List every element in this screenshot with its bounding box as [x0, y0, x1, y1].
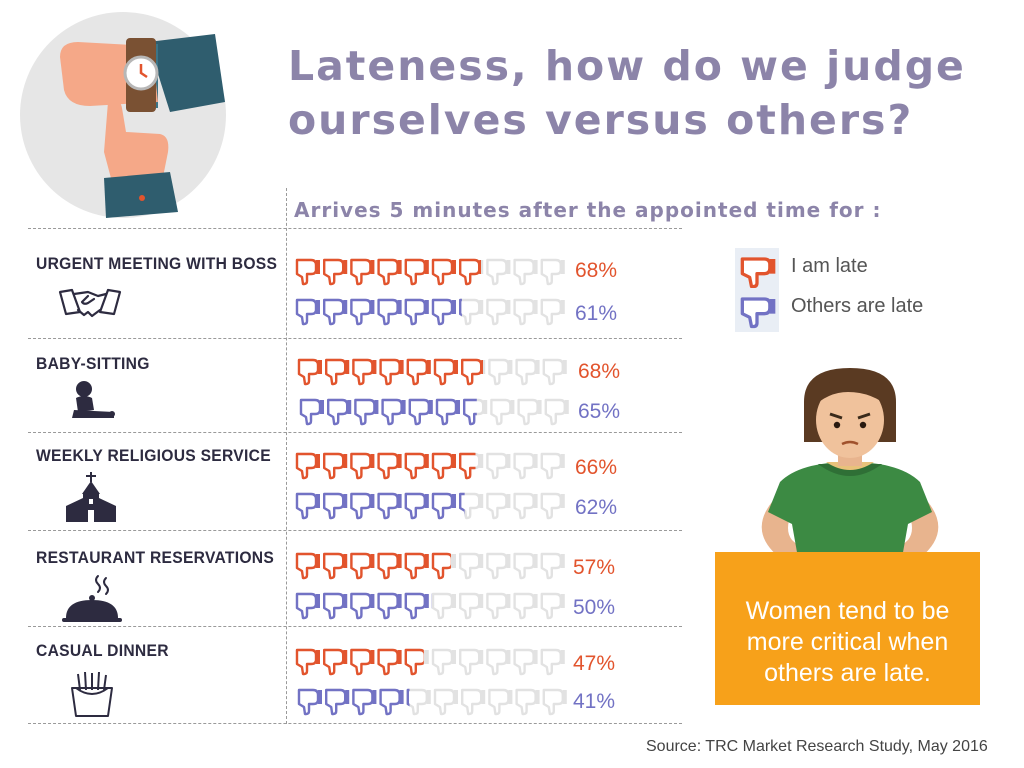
church-icon — [66, 472, 116, 522]
bar-others-0 — [295, 298, 565, 326]
legend-swatch-self — [735, 248, 779, 292]
legend-label-others: Others are late — [791, 295, 924, 317]
divider-row-bottom — [28, 723, 682, 724]
bar-others-4 — [297, 688, 567, 716]
value-label-others-3: 50% — [573, 596, 616, 619]
bar-self-2 — [295, 452, 565, 480]
fries-icon — [71, 671, 113, 717]
value-label-self-3: 57% — [573, 556, 616, 579]
divider-row-4 — [28, 626, 682, 627]
value-label-others-0: 61% — [575, 302, 618, 325]
source-note: Source: TRC Market Research Study, May 2… — [646, 738, 988, 755]
value-label-self-0: 68% — [575, 259, 618, 282]
bar-others-3 — [295, 592, 565, 620]
value-label-self-4: 47% — [573, 652, 616, 675]
cloche-icon — [62, 575, 122, 622]
value-label-self-1: 68% — [578, 360, 621, 383]
category-label-baby-sitting: BABY-SITTING — [36, 354, 150, 373]
divider-row-3 — [28, 530, 682, 531]
legend-swatch-others — [735, 288, 779, 332]
legend-label-self: I am late — [791, 255, 868, 277]
bar-others-2 — [295, 492, 565, 520]
divider-row-2 — [28, 432, 682, 433]
category-label-urgent-meeting: URGENT MEETING WITH BOSS — [36, 254, 278, 273]
thumbs-down-icon — [740, 257, 776, 289]
bar-self-0 — [295, 258, 565, 286]
bar-self-3 — [295, 552, 565, 580]
bar-self-1 — [297, 358, 567, 386]
callout-text: Women tend to be more critical when othe… — [745, 597, 950, 687]
divider-vertical — [286, 188, 287, 724]
value-label-others-2: 62% — [575, 496, 618, 519]
value-label-others-4: 41% — [573, 690, 616, 713]
bar-others-1 — [299, 398, 569, 426]
subtitle: Arrives 5 minutes after the appointed ti… — [294, 198, 882, 222]
category-label-religious-service: WEEKLY RELIGIOUS SERVICE — [36, 446, 271, 465]
title-line-2: ourselves versus others? — [288, 96, 914, 144]
title-line-1: Lateness, how do we judge — [288, 42, 966, 90]
divider-row-top — [28, 228, 682, 229]
divider-row-1 — [28, 338, 682, 339]
baby-icon — [72, 381, 115, 418]
value-label-others-1: 65% — [578, 400, 621, 423]
category-label-restaurant: RESTAURANT RESERVATIONS — [36, 548, 275, 567]
handshake-icon — [58, 288, 122, 318]
bar-self-4 — [295, 648, 565, 676]
thumbs-down-icon — [740, 297, 776, 329]
category-label-casual-dinner: CASUAL DINNER — [36, 641, 169, 660]
callout-box: Women tend to be more critical when othe… — [715, 552, 980, 705]
woman-illustration — [761, 368, 939, 572]
value-label-self-2: 66% — [575, 456, 618, 479]
watch-hand-icon — [20, 12, 226, 218]
